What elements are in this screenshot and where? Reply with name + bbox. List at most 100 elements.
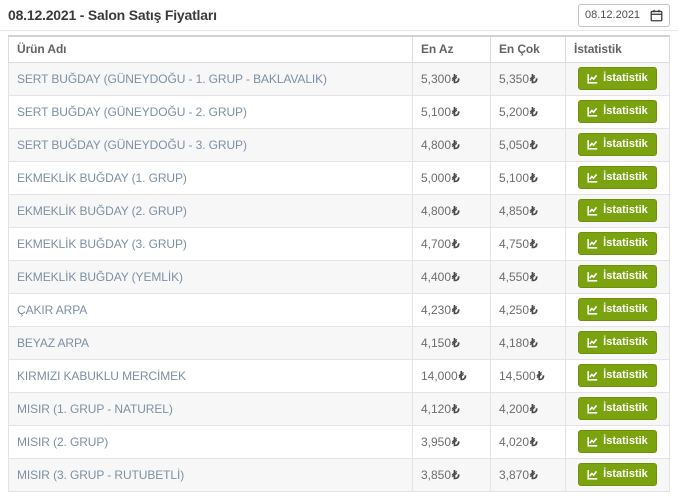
product-name: KIRMIZI KABUKLU MERCİMEK	[8, 358, 413, 393]
lira-symbol: ₺	[530, 269, 538, 284]
statistics-button[interactable]: İstatistik	[578, 364, 657, 387]
min-price-value: 4,120	[421, 401, 452, 416]
column-header-product-name: Ürün Adı	[8, 35, 413, 63]
statistics-button-label: İstatistik	[603, 270, 648, 282]
table-row: MISIR (1. GRUP - NATUREL) 4,120₺ 4,200₺ …	[8, 391, 670, 426]
lira-symbol: ₺	[458, 368, 467, 383]
max-price-cell: 14,500₺	[490, 358, 566, 393]
product-name: SERT BUĞDAY (GÜNEYDOĞU - 1. GRUP - BAKLA…	[8, 61, 413, 96]
max-price-value: 3,870	[499, 467, 530, 482]
page-title: 08.12.2021 - Salon Satış Fiyatları	[8, 7, 217, 23]
date-input-value: 08.12.2021	[585, 9, 641, 21]
statistics-cell: İstatistik	[565, 160, 670, 195]
chart-line-icon	[587, 139, 598, 150]
lira-symbol: ₺	[530, 203, 538, 218]
min-price-value: 3,850	[421, 467, 452, 482]
product-name: SERT BUĞDAY (GÜNEYDOĞU - 3. GRUP)	[8, 127, 413, 162]
lira-symbol: ₺	[530, 104, 538, 119]
max-price-cell: 5,350₺	[490, 61, 566, 96]
max-price-cell: 4,020₺	[490, 424, 566, 459]
statistics-button-label: İstatistik	[603, 369, 648, 381]
column-header-statistics: İstatistik	[565, 35, 670, 63]
date-input[interactable]: 08.12.2021	[578, 3, 670, 27]
min-price-cell: 5,000₺	[412, 160, 491, 195]
lira-symbol: ₺	[452, 104, 460, 119]
statistics-button[interactable]: İstatistik	[578, 199, 657, 222]
statistics-cell: İstatistik	[565, 358, 670, 393]
min-price-value: 4,800	[421, 203, 452, 218]
max-price-cell: 4,850₺	[490, 193, 566, 228]
min-price-value: 4,800	[421, 137, 452, 152]
lira-symbol: ₺	[530, 71, 538, 86]
max-price-cell: 3,870₺	[490, 457, 566, 492]
price-table-container: Ürün Adı En Az En Çok İstatistik SERT BU…	[8, 35, 670, 492]
chart-line-icon	[587, 73, 598, 84]
top-bar: 08.12.2021 - Salon Satış Fiyatları 08.12…	[0, 0, 678, 31]
statistics-button[interactable]: İstatistik	[578, 232, 657, 255]
statistics-button-label: İstatistik	[603, 105, 648, 117]
chart-line-icon	[587, 436, 598, 447]
chart-line-icon	[587, 172, 598, 183]
statistics-cell: İstatistik	[565, 94, 670, 129]
chart-line-icon	[587, 238, 598, 249]
statistics-button[interactable]: İstatistik	[578, 298, 657, 321]
chart-line-icon	[587, 469, 598, 480]
max-price-value: 4,250	[499, 302, 530, 317]
statistics-button-label: İstatistik	[603, 171, 648, 183]
statistics-button-label: İstatistik	[603, 72, 648, 84]
lira-symbol: ₺	[530, 335, 538, 350]
calendar-icon[interactable]	[650, 9, 663, 22]
statistics-button[interactable]: İstatistik	[578, 397, 657, 420]
product-name: MISIR (1. GRUP - NATUREL)	[8, 391, 413, 426]
lira-symbol: ₺	[452, 170, 460, 185]
statistics-button[interactable]: İstatistik	[578, 265, 657, 288]
statistics-button[interactable]: İstatistik	[578, 100, 657, 123]
min-price-value: 14,000	[421, 368, 458, 383]
max-price-value: 4,750	[499, 236, 530, 251]
statistics-cell: İstatistik	[565, 325, 670, 360]
min-price-cell: 14,000₺	[412, 358, 491, 393]
max-price-cell: 5,200₺	[490, 94, 566, 129]
lira-symbol: ₺	[452, 302, 460, 317]
min-price-cell: 4,800₺	[412, 193, 491, 228]
statistics-button[interactable]: İstatistik	[578, 331, 657, 354]
max-price-value: 4,850	[499, 203, 530, 218]
min-price-cell: 5,100₺	[412, 94, 491, 129]
statistics-cell: İstatistik	[565, 259, 670, 294]
price-table-head: Ürün Adı En Az En Çok İstatistik	[8, 35, 670, 63]
max-price-value: 14,500	[499, 368, 536, 383]
min-price-cell: 3,950₺	[412, 424, 491, 459]
product-name: SERT BUĞDAY (GÜNEYDOĞU - 2. GRUP)	[8, 94, 413, 129]
header-row: Ürün Adı En Az En Çok İstatistik	[8, 35, 670, 63]
product-name: EKMEKLİK BUĞDAY (2. GRUP)	[8, 193, 413, 228]
table-row: EKMEKLİK BUĞDAY (1. GRUP) 5,000₺ 5,100₺ …	[8, 160, 670, 195]
max-price-value: 5,350	[499, 71, 530, 86]
max-price-value: 5,050	[499, 137, 530, 152]
lira-symbol: ₺	[452, 434, 460, 449]
lira-symbol: ₺	[530, 434, 538, 449]
lira-symbol: ₺	[452, 137, 460, 152]
statistics-cell: İstatistik	[565, 457, 670, 492]
table-row: EKMEKLİK BUĞDAY (YEMLİK) 4,400₺ 4,550₺ İ…	[8, 259, 670, 294]
max-price-value: 4,180	[499, 335, 530, 350]
statistics-button[interactable]: İstatistik	[578, 133, 657, 156]
max-price-cell: 4,550₺	[490, 259, 566, 294]
product-name: EKMEKLİK BUĞDAY (YEMLİK)	[8, 259, 413, 294]
statistics-button[interactable]: İstatistik	[578, 430, 657, 453]
statistics-cell: İstatistik	[565, 61, 670, 96]
statistics-button[interactable]: İstatistik	[578, 67, 657, 90]
lira-symbol: ₺	[452, 401, 460, 416]
price-table: Ürün Adı En Az En Çok İstatistik SERT BU…	[8, 35, 670, 492]
statistics-button-label: İstatistik	[603, 468, 648, 480]
chart-line-icon	[587, 205, 598, 216]
min-price-value: 4,150	[421, 335, 452, 350]
statistics-button[interactable]: İstatistik	[578, 463, 657, 486]
statistics-button-label: İstatistik	[603, 303, 648, 315]
statistics-button-label: İstatistik	[603, 204, 648, 216]
statistics-button[interactable]: İstatistik	[578, 166, 657, 189]
min-price-cell: 4,230₺	[412, 292, 491, 327]
max-price-cell: 4,200₺	[490, 391, 566, 426]
min-price-value: 5,300	[421, 71, 452, 86]
min-price-cell: 4,700₺	[412, 226, 491, 261]
price-table-body: SERT BUĞDAY (GÜNEYDOĞU - 1. GRUP - BAKLA…	[8, 61, 670, 492]
